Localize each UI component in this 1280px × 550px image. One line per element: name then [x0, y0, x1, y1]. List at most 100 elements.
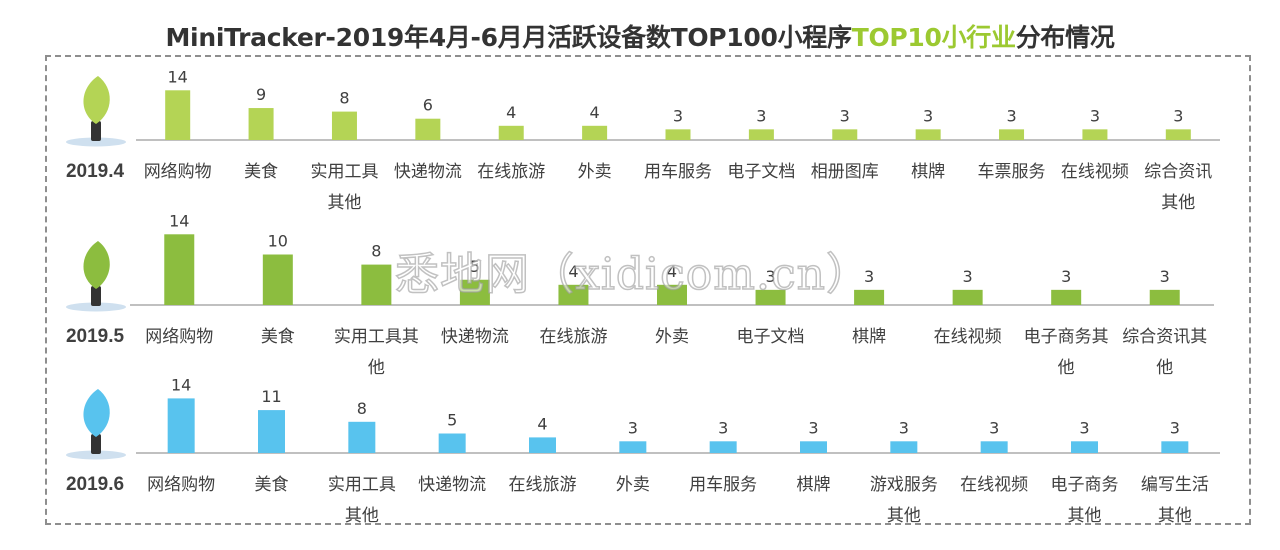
bar — [999, 129, 1025, 140]
data-label: 3 — [628, 418, 638, 437]
data-label: 5 — [470, 257, 480, 276]
category-label: 网络购物 — [145, 327, 213, 347]
category-label: 用车服务 — [689, 475, 757, 495]
bar — [167, 398, 195, 453]
category-label: 美食 — [244, 162, 278, 182]
title-suffix-text: 分布情况 — [1015, 23, 1115, 52]
bar — [665, 129, 691, 140]
leaf-icon — [83, 76, 110, 124]
category-label: 在线旅游 — [477, 162, 545, 182]
category-label: 美食 — [261, 327, 295, 347]
icon-stem — [91, 434, 101, 454]
bar — [952, 289, 983, 305]
data-label: 3 — [1170, 418, 1180, 437]
category-label: 实用工具其 — [334, 327, 419, 347]
bar — [248, 108, 274, 140]
bar — [915, 129, 941, 140]
bar — [980, 441, 1008, 453]
data-label: 14 — [169, 211, 189, 230]
data-label: 3 — [756, 106, 766, 125]
data-label: 4 — [506, 103, 516, 122]
bar — [258, 410, 285, 453]
data-label: 8 — [357, 399, 367, 418]
data-label: 8 — [371, 242, 381, 261]
data-label: 3 — [1090, 106, 1100, 125]
data-label: 3 — [1160, 267, 1170, 286]
category-label: 综合资讯其 — [1122, 327, 1207, 347]
category-label: 网络购物 — [147, 475, 215, 495]
category-label: 他 — [368, 358, 385, 378]
period-label: 2019.6 — [66, 474, 124, 495]
category-label: 在线视频 — [960, 475, 1028, 495]
data-label: 3 — [923, 106, 933, 125]
bar — [890, 441, 918, 453]
bar — [1071, 441, 1098, 453]
icon-stem — [91, 286, 101, 306]
bar — [748, 129, 774, 140]
category-label: 电子商务 — [1051, 475, 1119, 495]
data-label: 3 — [899, 418, 909, 437]
category-label: 快递物流 — [394, 162, 462, 182]
bar — [438, 433, 466, 453]
category-label: 电子文档 — [737, 327, 805, 347]
bar — [582, 125, 608, 140]
category-label: 他 — [1058, 358, 1075, 378]
icon-base-shadow — [66, 137, 126, 147]
data-label: 14 — [168, 67, 188, 86]
category-label: 实用工具 — [328, 475, 396, 495]
category-label: 电子文档 — [727, 162, 795, 182]
data-label: 3 — [718, 418, 728, 437]
bar — [415, 118, 441, 140]
category-label: 相册图库 — [811, 162, 879, 182]
data-label: 4 — [667, 262, 677, 281]
category-label: 车票服务 — [978, 162, 1046, 182]
category-label: 外卖 — [616, 475, 650, 495]
data-label: 3 — [963, 267, 973, 286]
data-label: 4 — [537, 414, 547, 433]
bar — [348, 421, 376, 453]
data-label: 4 — [590, 103, 600, 122]
chart-title: MiniTracker-2019年4月-6月月活跃设备数TOP100小程序TOP… — [0, 18, 1280, 54]
category-label: 棋牌 — [852, 327, 886, 347]
category-label: 在线视频 — [1061, 162, 1129, 182]
period-label: 2019.5 — [66, 326, 125, 347]
category-label: 美食 — [255, 475, 289, 495]
bar — [164, 234, 195, 305]
category-label: 棋牌 — [911, 162, 945, 182]
category-label: 游戏服务 — [870, 475, 938, 495]
bar — [709, 441, 737, 453]
bar — [854, 289, 885, 305]
category-label: 编写生活 — [1141, 475, 1209, 495]
leaf-icon — [83, 389, 110, 437]
data-label: 3 — [673, 106, 683, 125]
bar — [755, 289, 786, 305]
category-label: 其他 — [1161, 193, 1195, 213]
data-label: 6 — [423, 96, 433, 115]
data-label: 3 — [1079, 418, 1089, 437]
category-label: 用车服务 — [644, 162, 712, 182]
category-label: 棋牌 — [797, 475, 831, 495]
bar — [529, 437, 556, 453]
icon-base-shadow — [66, 302, 126, 312]
category-label: 快递物流 — [441, 327, 509, 347]
bar — [1051, 289, 1082, 305]
bar — [1082, 129, 1108, 140]
bar — [262, 254, 293, 305]
bar — [657, 284, 687, 305]
category-label: 在线旅游 — [509, 475, 577, 495]
bar — [459, 279, 490, 305]
category-label: 外卖 — [578, 162, 612, 182]
bar — [165, 90, 191, 140]
bar — [361, 264, 392, 305]
bar — [832, 129, 858, 140]
icon-stem — [91, 121, 101, 141]
icon-base-shadow — [66, 450, 126, 460]
data-label: 11 — [261, 387, 281, 406]
data-label: 3 — [1061, 267, 1071, 286]
category-label: 其他 — [887, 506, 921, 526]
category-label: 其他 — [327, 193, 361, 213]
category-label: 实用工具 — [310, 162, 378, 182]
bar — [1161, 441, 1189, 453]
category-label: 在线视频 — [934, 327, 1002, 347]
